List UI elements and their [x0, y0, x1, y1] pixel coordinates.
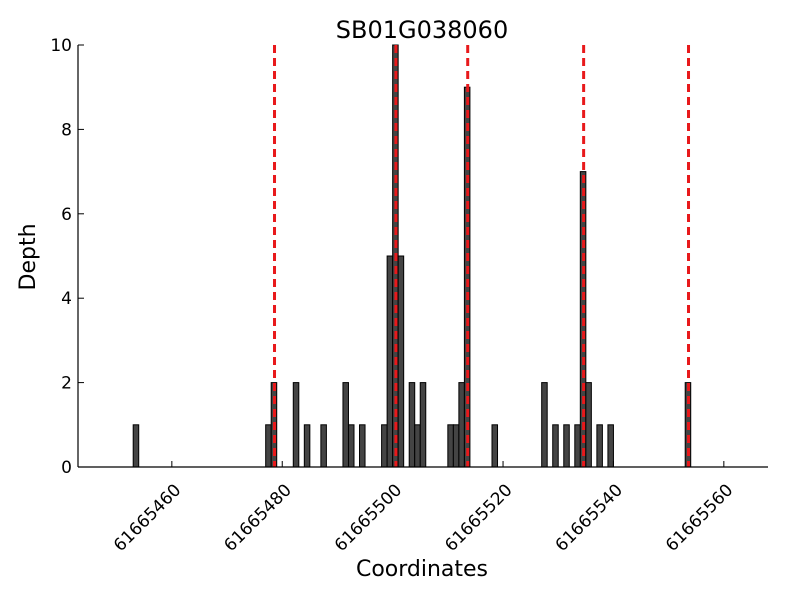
bar-4 [303, 424, 311, 468]
bar-16 [447, 424, 454, 468]
y-tick-label-10: 10 [50, 36, 72, 56]
bar-17 [452, 424, 460, 468]
bar-28 [607, 424, 614, 468]
bar-27 [596, 424, 603, 468]
x-tick-label-61665460: 61665460 [110, 480, 185, 555]
bar-8 [359, 424, 366, 468]
bar-12 [397, 255, 405, 468]
bar-21 [541, 382, 548, 468]
bar-6 [342, 382, 349, 468]
bar-3 [292, 382, 300, 468]
bar-26 [585, 382, 592, 468]
bar-13 [408, 382, 416, 468]
y-tick-label-6: 6 [61, 205, 72, 225]
bar-15 [419, 382, 427, 468]
y-tick-label-8: 8 [61, 120, 72, 140]
y-tick-label-4: 4 [61, 289, 72, 309]
x-tick-label-61665500: 61665500 [331, 480, 406, 555]
bar-18 [458, 382, 465, 468]
bar-0 [132, 424, 140, 468]
bar-23 [563, 424, 570, 468]
bar-20 [491, 424, 499, 468]
bar-1 [265, 424, 272, 468]
x-tick-label-61665540: 61665540 [552, 480, 627, 555]
bar-9 [381, 424, 388, 468]
bar-10 [386, 255, 394, 468]
x-tick-label-61665520: 61665520 [441, 480, 516, 555]
bar-22 [552, 424, 559, 468]
bar-24 [574, 424, 581, 468]
axes-layer: 0 2 4 6 8 10 61665460 61665480 61665500 61665520 6… [50, 36, 768, 556]
bar-14 [414, 424, 421, 468]
y-tick-label-0: 0 [61, 458, 72, 478]
bar-7 [347, 424, 355, 468]
chart-title: SB01G038060 [336, 16, 508, 44]
bars-layer [132, 44, 692, 468]
y-axis-label: Depth [16, 223, 41, 290]
reference-lines-layer [273, 45, 691, 467]
x-tick-label-61665560: 61665560 [662, 480, 737, 555]
x-tick-label-61665480: 61665480 [220, 480, 295, 555]
bar-5 [320, 424, 327, 468]
x-axis-label: Coordinates [356, 557, 488, 582]
y-tick-label-2: 2 [61, 374, 72, 394]
